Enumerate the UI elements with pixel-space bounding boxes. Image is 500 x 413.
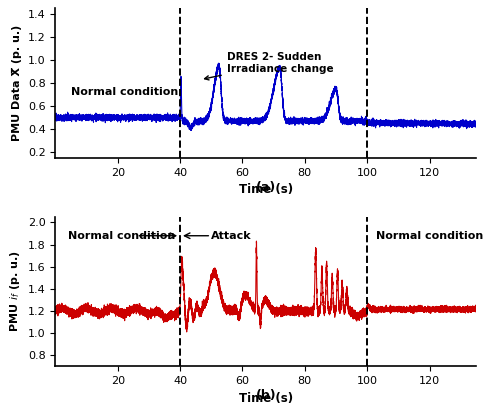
Text: Normal condition: Normal condition [376,231,484,241]
Y-axis label: PMU Data X̅ (p. u.): PMU Data X̅ (p. u.) [12,25,22,141]
Y-axis label: PMU $i_f$ (p. u.): PMU $i_f$ (p. u.) [8,251,22,332]
Text: (b): (b) [256,389,276,402]
Text: (a): (a) [256,181,276,194]
Text: Normal condition: Normal condition [68,231,175,241]
X-axis label: Time (s): Time (s) [239,392,293,405]
Text: Normal condition: Normal condition [71,87,178,97]
Text: DRES 2- Sudden
Irradiance change: DRES 2- Sudden Irradiance change [204,52,334,80]
Text: Attack: Attack [212,231,252,241]
X-axis label: Time (s): Time (s) [239,183,293,196]
